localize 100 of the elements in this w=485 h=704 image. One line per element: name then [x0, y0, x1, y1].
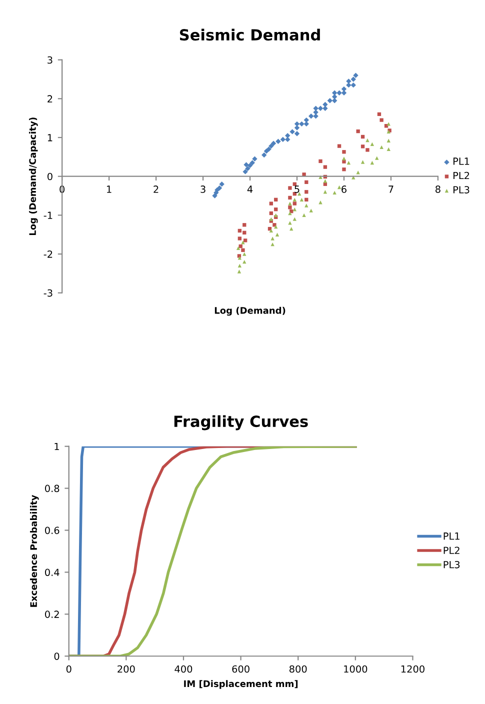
point [250, 160, 255, 166]
point [268, 143, 274, 149]
point [342, 150, 346, 154]
point [290, 129, 295, 134]
point [342, 168, 346, 172]
point [241, 248, 245, 252]
point [242, 230, 246, 235]
point [237, 270, 242, 274]
point [238, 264, 242, 268]
point [292, 198, 296, 202]
point [290, 226, 294, 231]
y-axis-title: Log (Demand/Capacity) [28, 118, 38, 236]
x-axis-title: Log (Demand) [214, 306, 286, 316]
point [313, 106, 318, 111]
x-tick-label: 4 [247, 186, 253, 193]
y-tick-label: 0.4 [45, 568, 60, 576]
point [212, 193, 218, 198]
point [247, 162, 253, 168]
point [309, 208, 313, 212]
point [323, 165, 328, 169]
point [264, 148, 270, 154]
point [269, 202, 273, 206]
point [353, 72, 358, 78]
point [242, 223, 246, 227]
x-tick-label: 400 [174, 665, 192, 673]
point [292, 217, 296, 221]
point [275, 232, 280, 236]
x-tick-label: 600 [232, 665, 250, 673]
point [332, 190, 336, 194]
y-tick-label: 0.6 [45, 526, 60, 534]
x-tick-label: 2 [154, 186, 158, 193]
y-tick-label: 3 [48, 56, 52, 64]
legend-label: PL2 [453, 172, 470, 180]
point [219, 182, 224, 187]
point [341, 90, 347, 96]
point [245, 166, 250, 172]
y-tick-label: 0 [48, 172, 52, 180]
x-tick-label: 200 [118, 665, 135, 673]
point [370, 142, 374, 146]
x-axis-title: IM [Displacement mm] [184, 680, 298, 689]
point [342, 156, 346, 160]
point [242, 252, 246, 256]
x-tick-label: 1000 [344, 665, 368, 673]
x-tick-label: 1200 [401, 665, 424, 673]
point [308, 114, 314, 119]
point [270, 236, 274, 240]
point [288, 202, 292, 206]
y-tick-label: 0.2 [45, 610, 59, 618]
y-tick-label: 1 [48, 134, 52, 142]
legend-label: PL1 [444, 532, 460, 540]
point [274, 208, 278, 212]
point [300, 198, 304, 202]
legend-label: PL3 [453, 186, 470, 194]
point [302, 172, 306, 176]
point [360, 134, 365, 139]
point [380, 145, 384, 150]
legend-label: PL2 [444, 546, 460, 554]
point [304, 198, 308, 202]
point [337, 185, 342, 190]
y-axis-title: Excedence Probability [30, 494, 39, 607]
point [386, 138, 390, 142]
point [270, 140, 276, 146]
point [366, 148, 370, 152]
point [276, 138, 281, 144]
point [242, 260, 246, 264]
point [350, 82, 356, 88]
point [323, 190, 328, 194]
y-tick-label: -2 [44, 250, 52, 258]
point [238, 236, 242, 240]
y-tick-label: 1 [54, 442, 59, 450]
point [280, 136, 286, 142]
x-tick-label: 1 [107, 186, 112, 193]
point [360, 144, 365, 148]
x-tick-label: 7 [388, 186, 394, 193]
x-tick-label: 8 [436, 186, 440, 193]
point [292, 202, 296, 206]
point [346, 160, 351, 165]
point [292, 208, 296, 212]
point [274, 198, 278, 202]
point [236, 246, 240, 250]
point [252, 156, 258, 162]
point [356, 170, 360, 174]
legend-label: PL1 [453, 158, 470, 165]
point [238, 228, 242, 233]
point [242, 169, 248, 174]
point [375, 156, 379, 160]
y-tick-label: 0 [54, 652, 60, 660]
point [304, 180, 308, 184]
x-tick-label: 5 [294, 186, 300, 193]
point [288, 206, 292, 210]
point [318, 159, 322, 164]
legend-label: PL3 [444, 560, 460, 568]
point [216, 185, 222, 191]
point [336, 90, 342, 96]
point [266, 146, 272, 152]
point [294, 131, 300, 136]
y-tick-label: -1 [44, 212, 52, 219]
y-tick-label: -3 [44, 289, 52, 297]
point [243, 238, 248, 242]
chart-title: Fragility Curves [174, 415, 308, 430]
